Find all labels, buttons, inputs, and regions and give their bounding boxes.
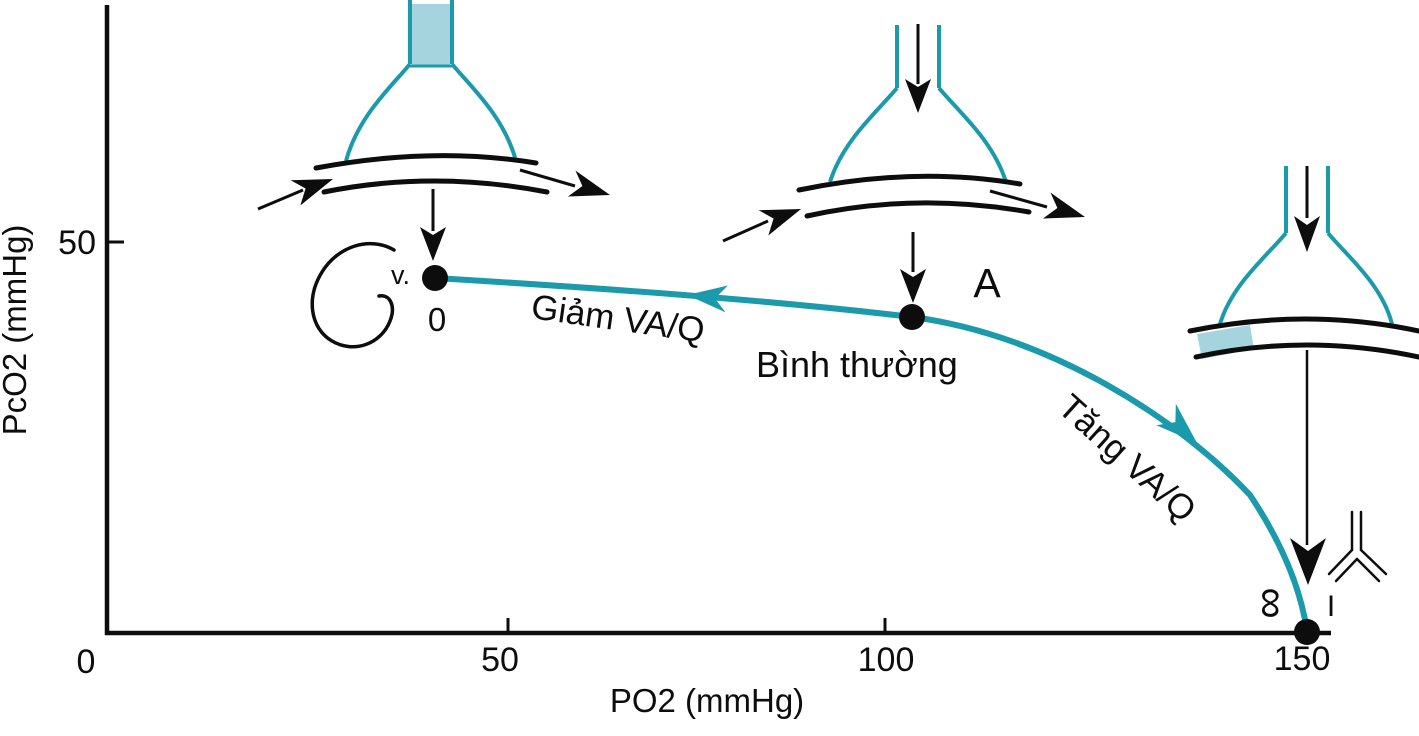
- blood-inflow-line: [257, 188, 304, 211]
- inspired-point: [1294, 619, 1320, 645]
- blood-inflow-arrowhead-icon: [758, 209, 801, 236]
- capillary-bottom-wall: [804, 200, 1032, 219]
- bifurcation-inner-left: [1334, 557, 1359, 583]
- alveolus-dome-left: [828, 86, 899, 183]
- bifurcation-outer-left: [1327, 548, 1354, 576]
- blocked-capillary-alveolus-icon: [1187, 166, 1419, 585]
- y-axis-label: PcO2 (mmHg): [0, 225, 33, 436]
- y-tick-label-50: 50: [58, 224, 96, 262]
- vq-curve-line: [432, 275, 1310, 634]
- increase-direction-arrowhead-icon: [1156, 403, 1197, 443]
- trachea-bifurcation-icon: [1327, 510, 1388, 583]
- x-tick-label-150: 150: [1274, 640, 1331, 678]
- blood-outflow-arrowhead-icon: [567, 170, 610, 197]
- blood-inflow-line: [722, 219, 769, 243]
- axes: 50 PcO2 (mmHg) 0 50 100 150 PO2 (mmHg): [0, 5, 1331, 719]
- blood-outflow-line: [519, 168, 576, 188]
- open-airway-alveolus-icon: [722, 24, 1085, 303]
- alveolus-dome-right: [937, 86, 1008, 183]
- decrease-direction-arrowhead-icon: [687, 285, 728, 313]
- venous-label: v.: [391, 260, 410, 290]
- blocked-airway-alveolus-icon: [257, 0, 610, 261]
- alveolar-point-label: A: [973, 260, 1001, 306]
- x-tick-label-100: 100: [858, 641, 915, 679]
- air-inflow-arrowhead-icon: [1294, 216, 1320, 252]
- x-axis-label: PO2 (mmHg): [610, 682, 804, 719]
- blood-inflow-arrowhead-icon: [290, 179, 333, 206]
- normal-label: Bình thường: [756, 344, 958, 385]
- venous-blood-drop-icon: [310, 241, 396, 349]
- capillary-bottom-wall: [321, 178, 550, 195]
- alveolus-dome-left: [1218, 231, 1288, 325]
- inspired-point-label: I: [1327, 590, 1335, 623]
- capillary-bottom-wall: [1193, 342, 1419, 360]
- airway-obstruction-fill: [412, 4, 450, 66]
- capillary-top-wall: [1187, 316, 1419, 334]
- alveolus-dome-right: [450, 62, 518, 162]
- pointer-arrowhead-icon: [420, 227, 446, 261]
- venous-ratio-zero-label: 0: [428, 301, 446, 338]
- alveolus-dome-right: [1326, 231, 1394, 325]
- venous-point: [422, 265, 448, 291]
- infinity-label: ∞: [1248, 587, 1297, 618]
- increase-vaq-label: Tăng VA/Q: [1051, 387, 1204, 530]
- x-tick-label-50: 50: [481, 641, 519, 679]
- bifurcation-inner-right: [1355, 557, 1381, 583]
- blood-outflow-line: [989, 189, 1048, 209]
- blood-outflow-arrowhead-icon: [1042, 192, 1085, 219]
- capillary-top-wall: [313, 153, 539, 171]
- alveolus-dome-left: [344, 62, 412, 162]
- vq-curve: [422, 265, 1320, 645]
- pointer-arrowhead-icon: [1290, 538, 1326, 585]
- normal-point: [899, 304, 925, 330]
- pointer-arrowhead-icon: [900, 269, 926, 303]
- air-inflow-arrowhead-icon: [905, 79, 931, 113]
- bifurcation-outer-right: [1359, 548, 1388, 576]
- capillary-top-wall: [796, 173, 1023, 193]
- x-origin-label: 0: [77, 643, 96, 681]
